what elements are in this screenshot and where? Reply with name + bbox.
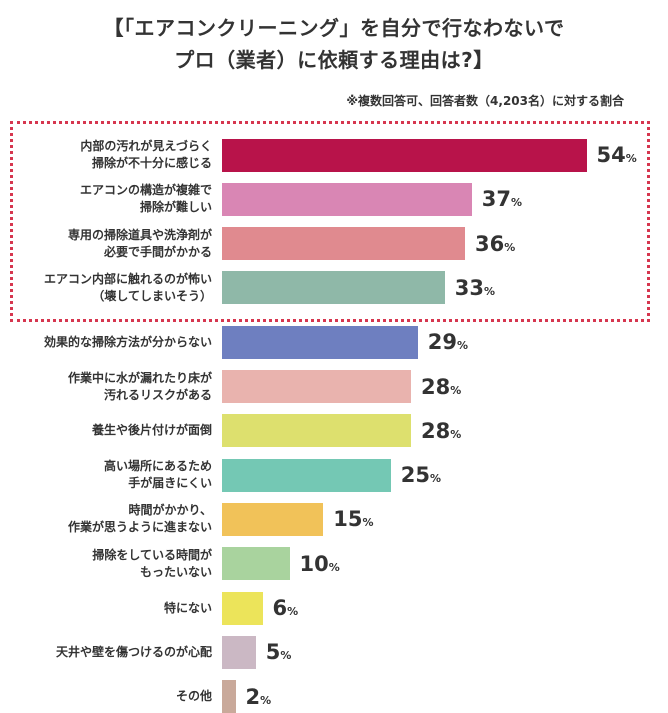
value-unit: % xyxy=(450,383,462,397)
value-label: 54% xyxy=(597,145,637,166)
value-number: 25 xyxy=(400,463,430,488)
bar xyxy=(222,182,472,216)
bar xyxy=(222,414,411,448)
category-label: 専用の掃除道具や洗浄剤が 必要で手間がかかる xyxy=(67,227,212,259)
value-unit: % xyxy=(510,196,523,210)
value-number: 6 xyxy=(272,596,288,620)
value-label: 15% xyxy=(333,509,373,530)
value-number: 37 xyxy=(481,187,511,212)
category-label: 特にない xyxy=(163,600,212,615)
value-label: 5% xyxy=(266,642,292,663)
value-label: 36% xyxy=(475,231,516,256)
value-label: 33% xyxy=(454,275,496,300)
bar xyxy=(222,680,236,713)
chart-note: ※複数回答可、回答者数（4,203名）に対する割合 xyxy=(346,94,624,108)
value-number: 54 xyxy=(596,143,626,167)
category-label: 養生や後片付けが面倒 xyxy=(91,423,212,438)
value-label: 37% xyxy=(482,189,522,210)
bar xyxy=(222,271,445,305)
chart-title-line-2: プロ（業者）に依頼する理由は?】 xyxy=(174,48,494,72)
bar xyxy=(222,591,263,625)
value-unit: % xyxy=(287,605,299,618)
highlight-box xyxy=(10,121,650,322)
category-label: エアコンの構造が複雑で 掃除が難しい xyxy=(79,183,212,215)
category-label: 内部の汚れが見えづらく 掃除が不十分に感じる xyxy=(80,139,212,170)
category-label: 高い場所にあるため 手が届きにくい xyxy=(103,459,212,491)
value-number: 15 xyxy=(333,507,363,532)
value-label: 10% xyxy=(299,551,340,576)
value-number: 5 xyxy=(265,640,281,665)
bar xyxy=(222,458,391,492)
value-number: 28 xyxy=(421,418,451,443)
bar xyxy=(222,635,256,669)
value-number: 2 xyxy=(245,684,261,709)
category-label: 天井や壁を傷つけるのが心配 xyxy=(55,644,212,659)
category-label: 効果的な掃除方法が分からない xyxy=(43,334,212,349)
value-unit: % xyxy=(280,649,292,663)
value-number: 29 xyxy=(427,330,457,355)
category-label: 作業中に水が漏れたり床が 汚れるリスクがある xyxy=(67,370,212,402)
value-label: 28% xyxy=(421,374,462,399)
value-label: 29% xyxy=(428,332,468,353)
chart-title-line-1: 【「エアコンクリーニング」を自分で行なわないで xyxy=(103,16,565,40)
value-unit: % xyxy=(483,284,496,298)
bar xyxy=(222,325,418,359)
bar xyxy=(222,370,411,403)
value-unit: % xyxy=(456,339,469,353)
category-label: 時間がかかり、 作業が思うように進まない xyxy=(67,503,212,535)
value-number: 28 xyxy=(421,374,451,399)
value-label: 25% xyxy=(401,465,441,486)
value-unit: % xyxy=(504,240,516,254)
category-label: 掃除をしている時間が もったいない xyxy=(92,547,212,579)
value-unit: % xyxy=(429,472,442,486)
value-label: 6% xyxy=(273,598,299,619)
value-number: 10 xyxy=(299,551,329,576)
value-label: 2% xyxy=(245,684,272,709)
value-number: 36 xyxy=(475,231,505,256)
bar xyxy=(222,138,587,172)
value-number: 33 xyxy=(454,275,484,300)
value-unit: % xyxy=(625,152,637,165)
bar xyxy=(222,227,465,261)
category-label: エアコン内部に触れるのが怖い （壊してしまいそう） xyxy=(43,271,212,303)
value-unit: % xyxy=(328,560,340,574)
bar xyxy=(222,547,290,581)
value-unit: % xyxy=(450,427,462,441)
category-label: その他 xyxy=(175,689,212,704)
bar xyxy=(222,502,324,536)
value-unit: % xyxy=(260,693,272,707)
value-label: 28% xyxy=(421,418,462,443)
value-unit: % xyxy=(362,516,374,530)
